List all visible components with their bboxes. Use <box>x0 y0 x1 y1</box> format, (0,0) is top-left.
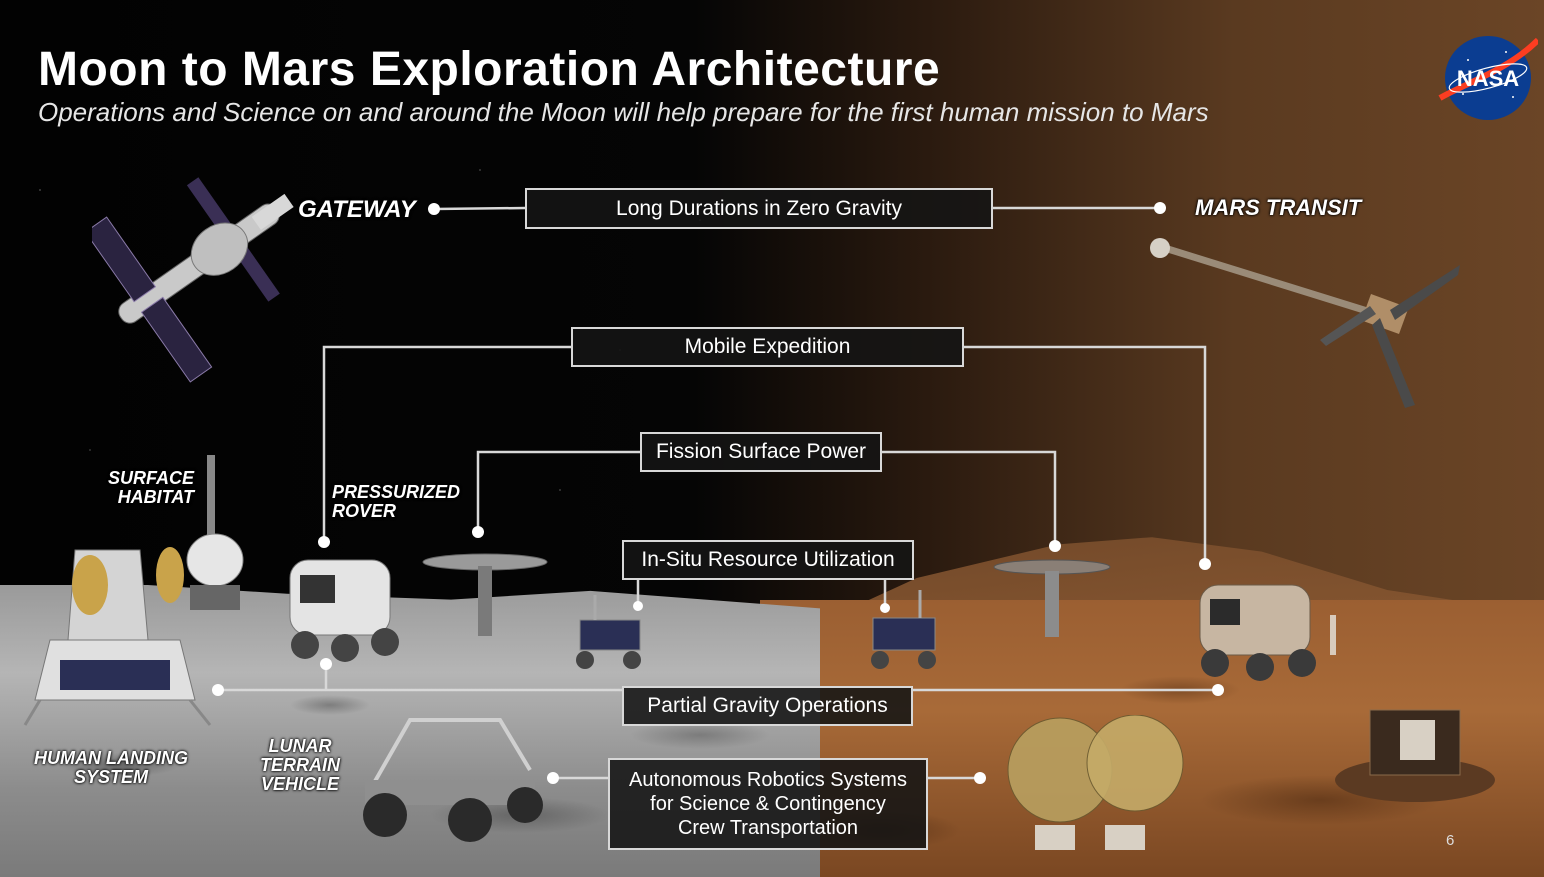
hls-line-1: HUMAN LANDING <box>34 748 188 768</box>
capability-zero-gravity-box: Long Durations in Zero Gravity <box>525 188 993 229</box>
lunar-terrain-vehicle-label: LUNAR TERRAIN VEHICLE <box>260 737 340 794</box>
gateway-station-image <box>92 150 322 400</box>
slide-title: Moon to Mars Exploration Architecture <box>38 43 941 96</box>
capability-partial-gravity-text: Partial Gravity Operations <box>647 694 888 718</box>
capability-mobile-expedition-text: Mobile Expedition <box>684 335 851 359</box>
surface-habitat-label: SURFACE HABITAT <box>108 469 194 507</box>
capability-fission-power-box: Fission Surface Power <box>640 432 882 472</box>
capability-zero-gravity-text: Long Durations in Zero Gravity <box>616 196 902 220</box>
capability-partial-gravity-box: Partial Gravity Operations <box>622 686 913 726</box>
surface-habitat-line-2: HABITAT <box>117 486 195 507</box>
pressurized-rover-line-1: PRESSURIZED <box>332 482 461 502</box>
human-landing-system-label: HUMAN LANDING SYSTEM <box>34 749 188 787</box>
lunar-terrain-vehicle-image <box>350 710 550 850</box>
hls-line-2: SYSTEM <box>73 766 148 787</box>
capability-fission-power-text: Fission Surface Power <box>655 440 867 464</box>
ltv-line-3: VEHICLE <box>260 773 339 794</box>
surface-habitat-image <box>180 455 260 625</box>
autonomous-robotics-line-3: Crew Transportation <box>677 817 859 839</box>
autonomous-robotics-line-2: for Science & Contingency <box>650 793 886 815</box>
mars-transit-vehicle-image <box>1140 230 1460 410</box>
isru-rover-moon-image <box>570 595 650 675</box>
pressurized-rover-line-2: ROVER <box>332 500 397 521</box>
mars-lander-image <box>1330 690 1500 810</box>
ltv-line-2: TERRAIN <box>260 754 340 775</box>
capability-mobile-expedition-box: Mobile Expedition <box>571 327 964 367</box>
pressurized-rover-moon-image <box>280 530 420 670</box>
autonomous-robotics-line-1: Autonomous Robotics Systems <box>629 769 907 791</box>
surface-habitat-line-1: SURFACE <box>108 468 195 488</box>
capability-isru-text: In-Situ Resource Utilization <box>641 548 895 572</box>
slide-subtitle: Operations and Science on and around the… <box>38 97 1209 127</box>
mars-helicopters-image <box>1000 715 1200 865</box>
pressurized-rover-label: PRESSURIZED ROVER <box>332 483 460 521</box>
ltv-line-1: LUNAR <box>268 736 332 756</box>
page-number: 6 <box>1446 832 1455 849</box>
capability-isru-box: In-Situ Resource Utilization <box>622 540 914 580</box>
pressurized-rover-mars-image <box>1190 575 1340 685</box>
mars-transit-label: MARS TRANSIT <box>1195 195 1362 220</box>
isru-rover-mars-image <box>865 590 945 675</box>
capability-autonomous-robotics-box: Autonomous Robotics Systems for Science … <box>608 758 928 850</box>
nasa-meatball-logo: NASA <box>1438 32 1541 124</box>
fission-reactor-moon-image <box>420 548 550 638</box>
fission-reactor-mars-image <box>990 555 1115 640</box>
human-landing-system-image <box>20 530 220 730</box>
gateway-label: GATEWAY <box>298 196 416 223</box>
nasa-logo-text: NASA <box>1457 66 1519 91</box>
